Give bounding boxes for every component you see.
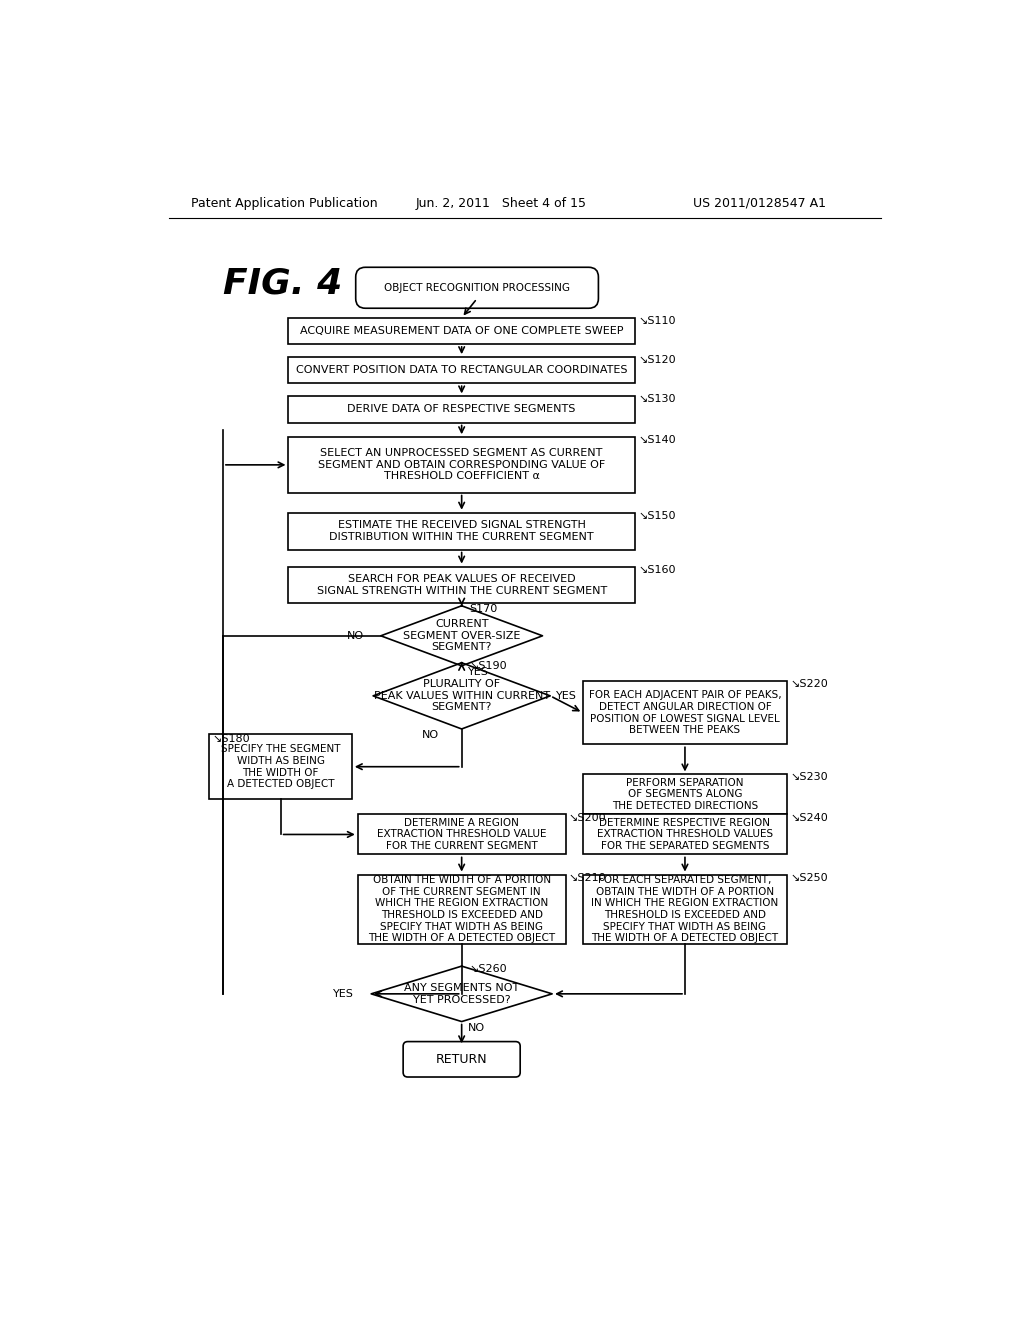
- Text: ↘S220: ↘S220: [791, 680, 827, 689]
- Text: SPECIFY THE SEGMENT
WIDTH AS BEING
THE WIDTH OF
A DETECTED OBJECT: SPECIFY THE SEGMENT WIDTH AS BEING THE W…: [221, 744, 340, 789]
- Text: ↘S230: ↘S230: [791, 772, 827, 783]
- Text: ANY SEGMENTS NOT
YET PROCESSED?: ANY SEGMENTS NOT YET PROCESSED?: [404, 983, 519, 1005]
- FancyBboxPatch shape: [289, 396, 635, 422]
- FancyBboxPatch shape: [583, 775, 787, 814]
- Text: OBTAIN THE WIDTH OF A PORTION
OF THE CURRENT SEGMENT IN
WHICH THE REGION EXTRACT: OBTAIN THE WIDTH OF A PORTION OF THE CUR…: [368, 875, 555, 944]
- FancyBboxPatch shape: [357, 875, 565, 944]
- Text: S170: S170: [469, 603, 498, 614]
- Text: OBJECT RECOGNITION PROCESSING: OBJECT RECOGNITION PROCESSING: [384, 282, 570, 293]
- Text: YES: YES: [468, 667, 488, 677]
- Text: DETERMINE RESPECTIVE REGION
EXTRACTION THRESHOLD VALUES
FOR THE SEPARATED SEGMEN: DETERMINE RESPECTIVE REGION EXTRACTION T…: [597, 818, 773, 851]
- Text: ACQUIRE MEASUREMENT DATA OF ONE COMPLETE SWEEP: ACQUIRE MEASUREMENT DATA OF ONE COMPLETE…: [300, 326, 624, 335]
- Text: NO: NO: [422, 730, 439, 741]
- FancyBboxPatch shape: [403, 1041, 520, 1077]
- Text: FOR EACH SEPARATED SEGMENT,
OBTAIN THE WIDTH OF A PORTION
IN WHICH THE REGION EX: FOR EACH SEPARATED SEGMENT, OBTAIN THE W…: [591, 875, 778, 944]
- Text: ↘S120: ↘S120: [638, 355, 676, 366]
- Text: YES: YES: [334, 989, 354, 999]
- Text: ↘S130: ↘S130: [638, 395, 676, 404]
- FancyBboxPatch shape: [289, 318, 635, 345]
- FancyBboxPatch shape: [583, 875, 787, 944]
- Text: DETERMINE A REGION
EXTRACTION THRESHOLD VALUE
FOR THE CURRENT SEGMENT: DETERMINE A REGION EXTRACTION THRESHOLD …: [377, 818, 547, 851]
- Polygon shape: [381, 606, 543, 665]
- Text: ↘S250: ↘S250: [791, 873, 827, 883]
- Text: SELECT AN UNPROCESSED SEGMENT AS CURRENT
SEGMENT AND OBTAIN CORRESPONDING VALUE : SELECT AN UNPROCESSED SEGMENT AS CURRENT…: [318, 449, 605, 482]
- Text: PLURALITY OF
PEAK VALUES WITHIN CURRENT
SEGMENT?: PLURALITY OF PEAK VALUES WITHIN CURRENT …: [374, 680, 550, 713]
- Text: ↘S260: ↘S260: [469, 964, 507, 974]
- Text: CURRENT
SEGMENT OVER-SIZE
SEGMENT?: CURRENT SEGMENT OVER-SIZE SEGMENT?: [403, 619, 520, 652]
- FancyBboxPatch shape: [210, 734, 352, 800]
- Text: PERFORM SEPARATION
OF SEGMENTS ALONG
THE DETECTED DIRECTIONS: PERFORM SEPARATION OF SEGMENTS ALONG THE…: [611, 777, 758, 810]
- Polygon shape: [373, 663, 550, 729]
- Text: SEARCH FOR PEAK VALUES OF RECEIVED
SIGNAL STRENGTH WITHIN THE CURRENT SEGMENT: SEARCH FOR PEAK VALUES OF RECEIVED SIGNA…: [316, 574, 607, 595]
- FancyBboxPatch shape: [289, 437, 635, 492]
- Text: RETURN: RETURN: [436, 1053, 487, 1065]
- Text: ↘S190: ↘S190: [469, 661, 507, 671]
- Text: ↘S110: ↘S110: [638, 315, 676, 326]
- Text: ↘S200: ↘S200: [568, 813, 606, 822]
- Text: YES: YES: [556, 690, 578, 701]
- Text: ↘S160: ↘S160: [638, 565, 676, 574]
- Text: Patent Application Publication: Patent Application Publication: [190, 197, 377, 210]
- Text: DERIVE DATA OF RESPECTIVE SEGMENTS: DERIVE DATA OF RESPECTIVE SEGMENTS: [347, 404, 575, 414]
- FancyBboxPatch shape: [583, 681, 787, 744]
- FancyBboxPatch shape: [289, 512, 635, 549]
- Text: ↘S180: ↘S180: [213, 734, 250, 743]
- Text: ↘S210: ↘S210: [568, 873, 606, 883]
- FancyBboxPatch shape: [289, 566, 635, 603]
- FancyBboxPatch shape: [355, 267, 598, 309]
- Text: NO: NO: [468, 1023, 485, 1032]
- FancyBboxPatch shape: [357, 814, 565, 854]
- Text: FOR EACH ADJACENT PAIR OF PEAKS,
DETECT ANGULAR DIRECTION OF
POSITION OF LOWEST : FOR EACH ADJACENT PAIR OF PEAKS, DETECT …: [589, 690, 781, 735]
- FancyBboxPatch shape: [583, 814, 787, 854]
- Text: CONVERT POSITION DATA TO RECTANGULAR COORDINATES: CONVERT POSITION DATA TO RECTANGULAR COO…: [296, 366, 628, 375]
- FancyBboxPatch shape: [289, 358, 635, 383]
- Text: US 2011/0128547 A1: US 2011/0128547 A1: [692, 197, 825, 210]
- Text: ↘S240: ↘S240: [791, 813, 827, 822]
- Text: ESTIMATE THE RECEIVED SIGNAL STRENGTH
DISTRIBUTION WITHIN THE CURRENT SEGMENT: ESTIMATE THE RECEIVED SIGNAL STRENGTH DI…: [330, 520, 594, 543]
- Text: Jun. 2, 2011   Sheet 4 of 15: Jun. 2, 2011 Sheet 4 of 15: [416, 197, 587, 210]
- Text: FIG. 4: FIG. 4: [223, 267, 342, 301]
- Text: NO: NO: [347, 631, 364, 640]
- Text: ↘S150: ↘S150: [638, 511, 676, 520]
- Text: ↘S140: ↘S140: [638, 436, 676, 445]
- Polygon shape: [371, 966, 552, 1022]
